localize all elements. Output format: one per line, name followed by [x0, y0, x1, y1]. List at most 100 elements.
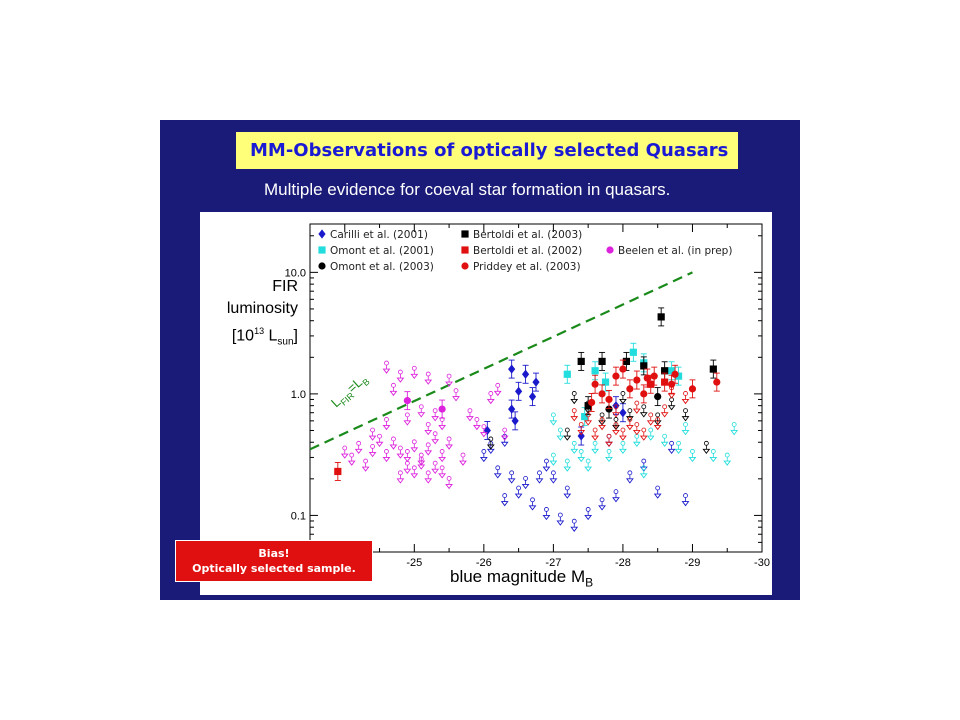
limit-arrowhead: [667, 448, 676, 455]
data-point-omont-et-al-2001: [601, 372, 610, 392]
upper-limit-omont-et-al-2003: [563, 427, 572, 441]
upper-limit-omont-et-al-2001: [688, 449, 697, 463]
limit-bar-marker: [425, 371, 431, 377]
y-tick-label: 1.0: [291, 389, 306, 401]
upper-limit-beelen-et-al-in-prep: [361, 458, 370, 472]
limit-bar-marker: [564, 427, 570, 433]
limit-bar-marker: [488, 391, 494, 396]
limit-arrowhead: [347, 460, 356, 466]
limit-arrowhead: [625, 424, 634, 431]
limit-arrowhead: [438, 456, 447, 463]
limit-arrowhead: [403, 420, 412, 426]
data-point-bertoldi-et-al-2003: [709, 359, 717, 379]
data-point-priddey-et-al-2003: [640, 384, 648, 404]
upper-limit-priddey-et-al-2003: [632, 422, 641, 436]
upper-limit-omont-et-al-2001: [639, 465, 648, 479]
marker: [591, 367, 599, 375]
limit-arrowhead: [612, 424, 620, 431]
upper-limit-carilli-et-al-2001: [549, 470, 558, 484]
marker: [640, 390, 648, 398]
limit-bar-marker: [627, 408, 633, 414]
upper-limit-beelen-et-al-in-prep: [417, 456, 426, 470]
data-point-priddey-et-al-2003: [612, 366, 620, 386]
limit-bar-marker: [585, 458, 591, 464]
limit-arrowhead: [368, 435, 377, 441]
limit-bar-marker: [481, 449, 487, 454]
limit-arrowhead: [479, 432, 488, 438]
upper-limit-carilli-et-al-2001: [563, 485, 572, 499]
legend-marker: [318, 262, 326, 270]
limit-bar-marker: [411, 439, 417, 445]
upper-limit-carilli-et-al-2001: [667, 440, 676, 455]
limit-bar-marker: [370, 427, 375, 433]
upper-limit-carilli-et-al-2001: [500, 493, 509, 507]
limit-bar-marker: [425, 470, 431, 476]
slide-background: MM-Observations of optically selected Qu…: [160, 120, 800, 600]
limit-arrowhead: [424, 478, 433, 484]
limit-bar-marker: [384, 417, 389, 422]
limit-arrowhead: [674, 448, 683, 455]
upper-limit-beelen-et-al-in-prep: [417, 404, 426, 418]
upper-limit-carilli-et-al-2001: [625, 470, 634, 484]
limit-arrowhead: [500, 501, 509, 507]
limit-bar-marker: [446, 373, 452, 379]
upper-limit-omont-et-al-2003: [639, 404, 648, 418]
upper-limit-beelen-et-al-in-prep: [382, 449, 391, 463]
limit-bar-marker: [391, 436, 396, 442]
x-axis-label: blue magnitude MB: [450, 567, 594, 590]
upper-limit-omont-et-al-2001: [619, 440, 627, 455]
limit-arrowhead: [584, 514, 593, 521]
data-point-carilli-et-al-2001: [528, 387, 537, 407]
upper-limit-priddey-et-al-2003: [660, 404, 669, 418]
limit-bar-marker: [683, 391, 688, 396]
limit-bar-marker: [349, 452, 355, 458]
upper-limit-beelen-et-al-in-prep: [479, 424, 488, 438]
upper-limit-omont-et-al-2001: [584, 458, 593, 472]
limit-arrowhead: [556, 520, 565, 526]
upper-limit-beelen-et-al-in-prep: [403, 412, 412, 426]
limit-bar-marker: [481, 424, 487, 430]
marker: [661, 378, 669, 386]
marker: [654, 392, 662, 401]
upper-limit-beelen-et-al-in-prep: [445, 436, 453, 450]
legend-label: Bertoldi et al. (2003): [473, 229, 582, 241]
marker: [622, 357, 630, 366]
limit-bar-marker: [599, 412, 605, 418]
limit-bar-marker: [571, 408, 577, 414]
upper-limit-beelen-et-al-in-prep: [389, 436, 398, 450]
limit-bar-marker: [418, 404, 424, 410]
limit-bar-marker: [537, 470, 542, 476]
limit-bar-marker: [550, 412, 556, 418]
upper-limit-carilli-et-al-2001: [493, 465, 502, 479]
upper-limit-carilli-et-al-2001: [612, 489, 620, 503]
upper-limit-beelen-et-al-in-prep: [375, 433, 384, 447]
limit-arrowhead: [681, 430, 690, 436]
limit-arrowhead: [542, 466, 551, 472]
upper-limit-beelen-et-al-in-prep: [424, 470, 433, 484]
legend-label: Beelen et al. (in prep): [618, 245, 732, 257]
data-point-beelen-et-al-in-prep: [403, 391, 411, 411]
upper-limit-beelen-et-al-in-prep: [368, 427, 377, 441]
limit-bar-marker: [620, 440, 626, 446]
limit-bar-marker: [669, 440, 675, 446]
limit-bar-marker: [731, 422, 737, 427]
upper-limit-omont-et-al-2001: [660, 433, 669, 447]
limit-arrowhead: [584, 420, 593, 426]
limit-arrowhead: [646, 435, 655, 441]
marker: [640, 362, 648, 370]
marker: [688, 385, 697, 393]
marker: [334, 467, 342, 476]
marker: [633, 376, 641, 384]
upper-limit-omont-et-al-2003: [570, 391, 579, 405]
limit-arrowhead: [667, 405, 676, 411]
upper-limit-beelen-et-al-in-prep: [459, 452, 467, 466]
marker: [528, 391, 537, 402]
marker: [619, 408, 627, 418]
data-point-omont-et-al-2001: [674, 366, 683, 386]
legend-marker: [318, 229, 326, 239]
data-point-omont-et-al-2001: [563, 364, 571, 384]
marker: [657, 313, 665, 321]
limit-arrowhead: [598, 505, 606, 511]
limit-arrowhead: [424, 430, 433, 436]
